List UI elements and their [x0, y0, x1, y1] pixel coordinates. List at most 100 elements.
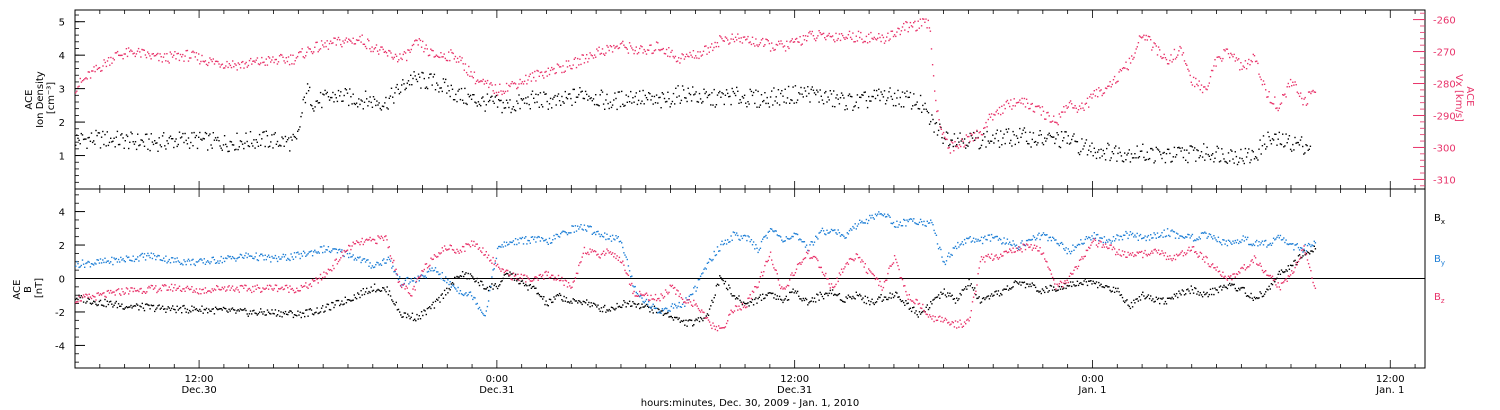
data-point: [618, 305, 621, 307]
data-point: [1186, 289, 1188, 291]
data-point: [479, 80, 481, 83]
data-point: [949, 292, 951, 294]
data-point: [287, 287, 289, 289]
data-point: [1016, 247, 1019, 249]
data-point: [587, 61, 589, 63]
data-point: [1050, 239, 1053, 242]
data-point: [733, 40, 736, 43]
data-point: [543, 91, 545, 93]
data-point: [517, 102, 519, 105]
data-point: [728, 96, 730, 98]
data-point: [804, 35, 807, 37]
data-point: [244, 307, 246, 310]
data-point: [114, 146, 116, 148]
data-point: [646, 99, 649, 101]
data-point: [799, 238, 801, 240]
data-point: [567, 60, 570, 62]
data-point: [1236, 163, 1239, 166]
data-point: [739, 99, 741, 101]
data-point: [865, 302, 868, 305]
data-point: [1119, 235, 1121, 237]
data-point: [192, 258, 194, 261]
data-point: [720, 276, 722, 279]
data-point: [424, 47, 426, 50]
data-point: [167, 260, 169, 263]
data-point: [341, 251, 343, 253]
data-point: [412, 319, 415, 322]
data-point: [280, 258, 282, 260]
data-point: [995, 290, 997, 292]
data-point: [1204, 231, 1206, 233]
data-point: [244, 254, 246, 257]
data-point: [554, 238, 556, 240]
data-point: [679, 321, 681, 323]
data-point: [829, 289, 831, 292]
data-point: [177, 260, 179, 262]
data-point: [1289, 243, 1292, 245]
data-point: [740, 235, 742, 237]
data-point: [184, 132, 186, 135]
data-point: [366, 98, 368, 100]
data-point: [953, 150, 955, 152]
data-point: [205, 261, 208, 263]
data-point: [662, 314, 665, 316]
data-point: [380, 109, 383, 111]
data-point: [404, 52, 407, 54]
data-point: [931, 114, 933, 116]
data-point: [730, 235, 732, 237]
data-point: [706, 313, 709, 315]
data-point: [185, 287, 187, 289]
data-point: [697, 279, 700, 281]
data-point: [673, 57, 675, 59]
data-point: [75, 265, 77, 267]
data-point: [979, 147, 982, 149]
data-point: [1028, 143, 1030, 145]
data-point: [355, 298, 358, 300]
data-point: [781, 239, 783, 241]
data-point: [310, 309, 313, 311]
data-point: [1288, 135, 1291, 137]
data-point: [775, 298, 777, 300]
data-point: [108, 262, 111, 264]
data-point: [504, 245, 507, 247]
data-point: [213, 313, 216, 315]
data-point: [483, 100, 485, 103]
data-point: [518, 94, 520, 96]
data-point: [376, 50, 379, 52]
data-point: [209, 57, 211, 59]
data-point: [1173, 231, 1176, 233]
data-point: [483, 83, 485, 85]
data-point: [1107, 142, 1109, 145]
data-point: [282, 311, 284, 314]
data-point: [269, 256, 271, 258]
data-point: [448, 283, 450, 286]
data-point: [622, 40, 624, 43]
data-point: [1055, 138, 1057, 140]
data-point: [579, 226, 581, 228]
data-point: [314, 46, 316, 48]
data-point: [1272, 139, 1275, 141]
data-point: [747, 101, 749, 103]
data-point: [211, 147, 213, 149]
data-point: [494, 260, 496, 262]
data-point: [500, 90, 502, 92]
data-point: [319, 273, 322, 276]
data-point: [534, 236, 536, 238]
data-point: [317, 312, 319, 315]
data-point: [161, 305, 164, 307]
data-point: [1007, 243, 1010, 245]
data-point: [604, 232, 606, 234]
data-point: [776, 44, 779, 46]
data-point: [245, 252, 247, 254]
data-point: [655, 94, 658, 96]
data-point: [322, 276, 324, 279]
data-point: [378, 236, 380, 238]
data-point: [473, 296, 475, 299]
data-point: [437, 299, 439, 301]
data-point: [486, 286, 489, 289]
data-point: [298, 314, 300, 316]
data-point: [627, 265, 630, 267]
data-point: [631, 305, 633, 307]
data-point: [1025, 283, 1028, 285]
data-point: [235, 148, 237, 151]
